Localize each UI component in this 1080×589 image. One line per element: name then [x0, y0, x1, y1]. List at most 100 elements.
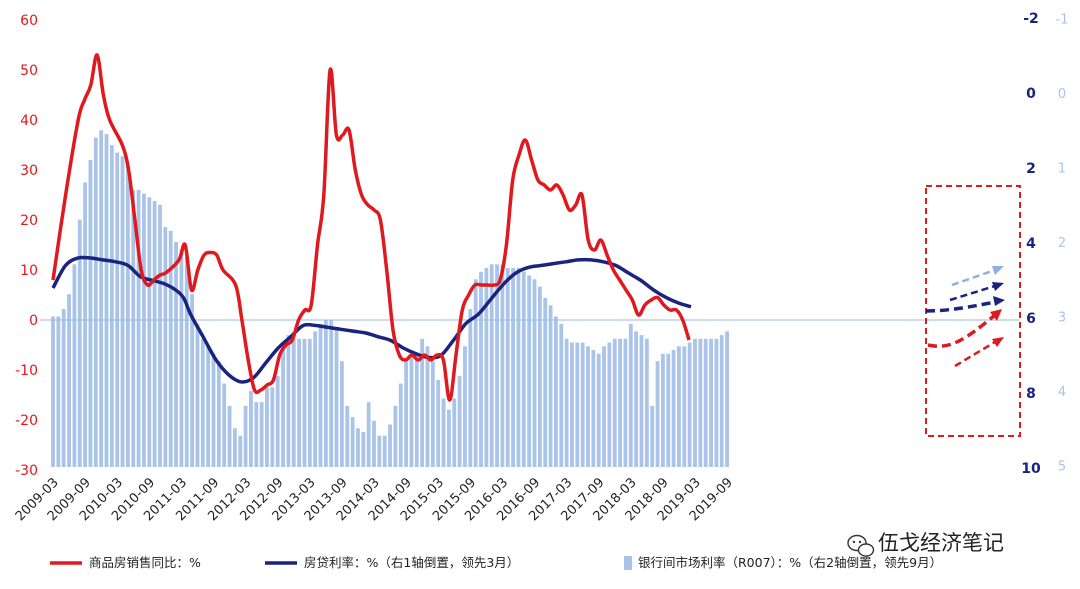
r007-bar [489, 264, 494, 467]
r007-bar [473, 279, 478, 467]
r007-bar [532, 279, 537, 467]
forecast-r007-arrowhead [992, 266, 1004, 275]
forecast-r007-dash [951, 268, 996, 287]
r007-bar [222, 383, 227, 467]
left-tick-label: 0 [29, 313, 38, 329]
r007-bar [297, 338, 301, 467]
r007-bar [495, 264, 499, 467]
right2-tick-label: 2 [1058, 236, 1066, 251]
r007-bar [500, 264, 505, 467]
legend-r007-label: 银行间市场利率（R007）：%（右2轴倒置，领先9月） [638, 555, 942, 570]
left-axis-ticks: 60 50 40 30 20 10 0 -10 -20 -30 [15, 13, 38, 479]
r007-bar [377, 435, 382, 467]
r007-bar [666, 353, 671, 467]
r007-bar [580, 342, 585, 467]
x-axis-ticks: 2009-032009-092010-032010-092011-032011-… [13, 475, 736, 524]
left-tick-label: 40 [20, 113, 38, 129]
r007-bar [420, 338, 425, 467]
r007-bar [281, 346, 285, 467]
r007-bar [382, 435, 387, 467]
r007-bar [88, 160, 93, 468]
right2-tick-label: 4 [1058, 385, 1066, 400]
r007-bar [602, 346, 606, 467]
legend-r007-swatch [624, 556, 632, 570]
r007-bar [206, 346, 211, 467]
r007-bar [158, 204, 162, 467]
r007-bar [719, 335, 724, 467]
right2-axis-ticks: -1 0 1 2 3 4 5 [1056, 13, 1069, 475]
r007-bar [639, 335, 644, 467]
r007-bar [644, 338, 649, 467]
r007-bar [216, 361, 221, 467]
right1-axis-ticks: -2 0 2 4 6 8 10 [1021, 11, 1041, 477]
r007-bar [238, 435, 243, 467]
watermark: 伍戈经济笔记 [847, 531, 1004, 557]
r007-bar [179, 249, 184, 467]
right2-tick-label: 3 [1058, 311, 1066, 326]
r007-bar [340, 361, 344, 467]
r007-bar [329, 320, 334, 467]
r007-bar [195, 323, 200, 467]
right2-tick-label: 5 [1058, 460, 1066, 475]
r007-bar [463, 346, 467, 467]
r007-bar [409, 353, 414, 467]
r007-bar [83, 182, 87, 467]
r007-bar [109, 145, 114, 467]
r007-bar [554, 316, 558, 467]
r007-bar [591, 350, 596, 467]
r007-bar [168, 230, 173, 467]
r007-bar [99, 130, 104, 467]
right1-tick-label: -2 [1023, 11, 1039, 27]
r007-bar [366, 402, 371, 467]
r007-bar [323, 320, 328, 467]
r007-bar [372, 420, 376, 467]
r007-bar [142, 193, 146, 467]
r007-bar [425, 346, 430, 467]
r007-bar [291, 338, 296, 467]
r007-bar [537, 286, 542, 467]
r007-bar [174, 242, 178, 467]
r007-bar [184, 256, 189, 467]
r007-bar [163, 227, 168, 467]
left-tick-label: -30 [15, 463, 38, 479]
r007-bar [452, 398, 457, 467]
r007-bar [693, 338, 697, 467]
r007-bar [361, 431, 366, 467]
r007-bar [628, 323, 633, 467]
legend-mortgage-label: 房贷利率：%（右1轴倒置，领先3月） [304, 555, 519, 570]
r007-bar [334, 327, 339, 467]
r007-bar [687, 342, 692, 467]
r007-bar [709, 338, 713, 467]
r007-bar [56, 316, 61, 467]
r007-bar [703, 338, 708, 467]
right2-tick-label: -1 [1056, 13, 1069, 28]
r007-bar [350, 417, 355, 467]
forecast-sales-dash-2 [954, 340, 996, 368]
r007-bar [714, 338, 719, 467]
r007-bar [607, 342, 612, 467]
r007-bar [393, 405, 398, 467]
r007-bar [126, 163, 130, 467]
right2-tick-label: 1 [1058, 162, 1066, 177]
r007-bar [313, 331, 318, 467]
r007-bar [618, 338, 622, 467]
r007-bar [527, 275, 532, 467]
r007-bar [227, 405, 232, 467]
r007-bar [447, 409, 451, 467]
r007-bar [249, 391, 253, 467]
r007-bar [243, 405, 248, 467]
r007-bar [275, 376, 280, 467]
right2-tick-label: 0 [1058, 87, 1066, 102]
r007-bar [650, 405, 655, 467]
r007-bar [661, 353, 665, 467]
r007-bar [543, 297, 548, 467]
r007-bar [388, 424, 392, 467]
r007-bar [200, 338, 205, 467]
wechat-icon [847, 534, 875, 557]
r007-bar [430, 361, 435, 467]
r007-bar [307, 338, 312, 467]
r007-bar [505, 268, 510, 467]
r007-bar [152, 201, 157, 467]
r007-bar [559, 323, 564, 467]
